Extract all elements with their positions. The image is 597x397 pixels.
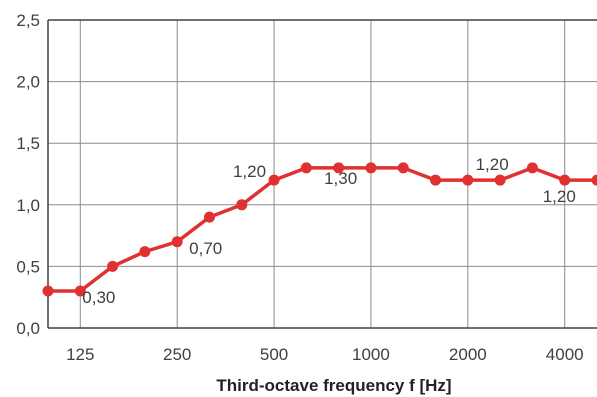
- data-label: 0,30: [82, 288, 115, 307]
- data-label: 1,20: [476, 155, 509, 174]
- data-point: [42, 285, 54, 297]
- data-label: 0,70: [189, 239, 222, 258]
- data-point: [107, 260, 119, 272]
- y-tick-label: 1,5: [16, 134, 40, 153]
- data-point: [74, 285, 86, 297]
- x-tick-label: 4000: [546, 345, 584, 364]
- data-point: [236, 199, 248, 211]
- data-point: [139, 246, 151, 258]
- data-point: [494, 174, 506, 186]
- x-tick-label: 250: [163, 345, 191, 364]
- data-point: [397, 162, 409, 174]
- y-tick-label: 0,5: [16, 257, 40, 276]
- x-tick-label: 2000: [449, 345, 487, 364]
- series-line: [48, 166, 597, 293]
- x-axis-title: Third-octave frequency f [Hz]: [216, 376, 451, 395]
- data-point: [333, 162, 345, 174]
- y-tick-label: 0,0: [16, 319, 40, 338]
- data-point: [430, 174, 442, 186]
- y-tick-label: 2,5: [16, 11, 40, 30]
- data-point: [462, 174, 474, 186]
- data-point: [300, 162, 312, 174]
- data-point: [365, 162, 377, 174]
- x-tick-label: 1000: [352, 345, 390, 364]
- x-tick-label: 500: [260, 345, 288, 364]
- data-point: [591, 174, 597, 186]
- data-point: [171, 236, 183, 248]
- data-label: 1,30: [324, 169, 357, 188]
- data-point: [203, 211, 215, 223]
- y-tick-label: 2,0: [16, 73, 40, 92]
- y-tick-label: 1,0: [16, 196, 40, 215]
- data-point: [268, 174, 280, 186]
- data-point: [526, 162, 538, 174]
- data-point: [559, 174, 571, 186]
- x-tick-label: 125: [66, 345, 94, 364]
- data-label: 1,20: [233, 162, 266, 181]
- data-label: 1,20: [543, 187, 576, 206]
